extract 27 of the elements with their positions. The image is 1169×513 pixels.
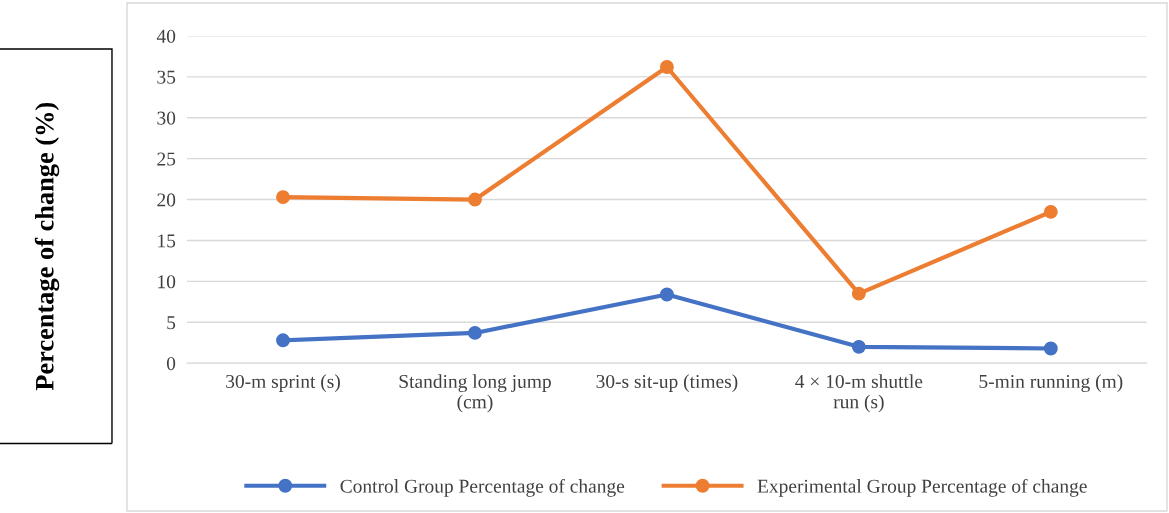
legend-label: Experimental Group Percentage of change — [757, 478, 1087, 497]
x-tick-label: 5-min running (m) — [979, 374, 1123, 392]
point — [276, 333, 290, 348]
x-tick-label: 30-s sit-up (times) — [596, 374, 738, 392]
y-axis-title: Percentage of change (%) — [34, 102, 60, 391]
y-tick-label: 35 — [157, 70, 176, 84]
point — [659, 60, 674, 74]
legend-label: Control Group Percentage of change — [340, 478, 625, 497]
y-tick-label: 20 — [157, 193, 176, 207]
y-tick-label: 30 — [157, 111, 176, 125]
x-tick-label: Standing long jump (cm) — [399, 374, 551, 413]
point — [659, 287, 674, 302]
y-tick-label: 0 — [166, 357, 176, 371]
point — [1043, 341, 1058, 356]
point — [468, 192, 482, 207]
y-tick-label: 40 — [156, 29, 176, 43]
y-tick-label: 10 — [158, 275, 176, 289]
y-tick-label: 15 — [158, 234, 176, 248]
point — [468, 325, 482, 340]
point — [1043, 204, 1058, 219]
point — [851, 286, 866, 301]
point — [851, 339, 866, 354]
x-tick-label: 4 × 10-m shuttle run (s) — [795, 374, 923, 413]
point — [276, 190, 290, 205]
y-tick-label: 5 — [167, 316, 176, 330]
x-tick-label: 30-m sprint (s) — [226, 374, 340, 392]
y-tick-label: 25 — [157, 152, 176, 166]
